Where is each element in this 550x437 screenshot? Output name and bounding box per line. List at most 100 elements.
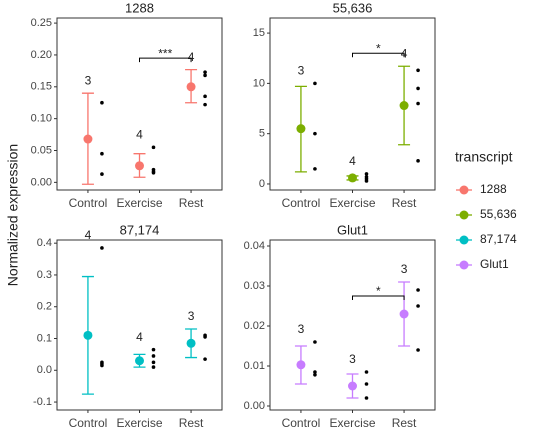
y-tick-label: 0.00 bbox=[31, 176, 52, 188]
y-tick-label: 15 bbox=[253, 27, 265, 39]
legend-title: transcript bbox=[455, 149, 513, 165]
data-point bbox=[313, 373, 317, 377]
data-point bbox=[100, 100, 104, 105]
x-tick-label: Rest bbox=[392, 416, 417, 430]
data-point bbox=[364, 370, 369, 374]
mean-dot bbox=[296, 124, 306, 134]
data-point bbox=[203, 70, 207, 74]
y-tick-label: 0.20 bbox=[31, 49, 52, 61]
x-tick-label: Rest bbox=[179, 416, 204, 430]
n-label: 3 bbox=[298, 322, 305, 336]
panel-title: Glut1 bbox=[337, 222, 368, 237]
legend-swatch bbox=[459, 185, 469, 195]
mean-dot bbox=[186, 338, 196, 348]
data-point bbox=[313, 131, 317, 136]
data-point bbox=[151, 347, 156, 352]
n-label: 3 bbox=[298, 64, 305, 78]
data-point bbox=[416, 159, 420, 163]
y-tick-label: 0.4 bbox=[37, 237, 52, 249]
data-point bbox=[100, 151, 104, 156]
y-tick-label: 0.10 bbox=[31, 113, 52, 125]
significance-bracket bbox=[139, 57, 192, 63]
mean-dot bbox=[399, 101, 409, 111]
legend-label: 87,174 bbox=[480, 232, 517, 246]
y-tick-label: 0.25 bbox=[31, 17, 52, 29]
data-point bbox=[416, 86, 420, 91]
y-tick-label: 0.2 bbox=[37, 301, 52, 313]
y-tick-label: 0.0 bbox=[37, 364, 52, 376]
x-tick-label: Control bbox=[69, 416, 108, 430]
y-tick-label: 0 bbox=[259, 178, 265, 190]
panel-title: 1288 bbox=[125, 0, 154, 15]
mean-dot bbox=[348, 173, 357, 183]
n-label: 3 bbox=[349, 352, 356, 366]
data-point bbox=[416, 101, 420, 106]
x-tick-label: Exercise bbox=[116, 416, 162, 430]
y-tick-label: 0.15 bbox=[31, 81, 52, 93]
data-point bbox=[151, 171, 156, 175]
y-tick-label: 0.02 bbox=[244, 320, 265, 332]
significance-label: *** bbox=[158, 46, 172, 60]
legend-swatch bbox=[459, 210, 469, 220]
panel-title: 87,174 bbox=[120, 222, 160, 237]
n-label: 3 bbox=[401, 262, 408, 276]
data-point bbox=[203, 335, 207, 339]
x-tick-label: Control bbox=[69, 196, 108, 210]
significance-label: * bbox=[376, 41, 381, 55]
legend-label: Glut1 bbox=[480, 257, 509, 271]
data-point bbox=[151, 354, 156, 358]
data-point bbox=[203, 73, 207, 78]
data-point bbox=[313, 340, 317, 344]
n-label: 4 bbox=[85, 228, 92, 242]
data-point bbox=[364, 179, 369, 183]
n-label: 4 bbox=[136, 330, 143, 344]
n-label: 4 bbox=[188, 50, 195, 64]
y-tick-label: 0.05 bbox=[31, 144, 52, 156]
x-tick-label: Control bbox=[282, 196, 321, 210]
data-point bbox=[313, 370, 317, 374]
y-tick-label: 0.1 bbox=[37, 332, 52, 344]
x-tick-label: Rest bbox=[392, 196, 417, 210]
significance-bracket bbox=[352, 52, 405, 58]
data-point bbox=[203, 357, 207, 361]
mean-dot bbox=[135, 161, 144, 171]
mean-dot bbox=[296, 360, 306, 370]
x-tick-label: Exercise bbox=[329, 196, 375, 210]
y-tick-label: 0.04 bbox=[244, 240, 265, 252]
data-point bbox=[100, 363, 104, 368]
data-point bbox=[151, 360, 156, 365]
n-label: 3 bbox=[188, 309, 195, 323]
data-point bbox=[151, 365, 156, 369]
x-tick-label: Control bbox=[282, 416, 321, 430]
data-point bbox=[364, 396, 369, 400]
y-tick-label: 10 bbox=[253, 77, 265, 89]
data-point bbox=[203, 102, 207, 107]
data-point bbox=[100, 172, 104, 176]
data-point bbox=[203, 94, 207, 99]
x-tick-label: Exercise bbox=[329, 416, 375, 430]
data-point bbox=[416, 68, 420, 73]
legend-swatch bbox=[459, 235, 469, 245]
y-tick-label: 0.03 bbox=[244, 280, 265, 292]
y-axis-label: Normalized expression bbox=[5, 144, 21, 286]
data-point bbox=[100, 246, 104, 250]
data-point bbox=[416, 288, 420, 292]
panel-title: 55,636 bbox=[333, 0, 373, 15]
legend-label: 1288 bbox=[480, 182, 507, 196]
data-point bbox=[313, 81, 317, 86]
x-tick-label: Exercise bbox=[116, 196, 162, 210]
mean-dot bbox=[83, 330, 93, 340]
y-tick-label: -0.1 bbox=[33, 396, 52, 408]
y-tick-label: 0.3 bbox=[37, 269, 52, 281]
significance-bracket bbox=[352, 295, 405, 300]
data-point bbox=[313, 167, 317, 171]
legend-label: 55,636 bbox=[480, 207, 517, 221]
mean-dot bbox=[135, 356, 144, 366]
mean-dot bbox=[186, 82, 196, 92]
y-tick-label: 5 bbox=[259, 128, 265, 140]
significance-label: * bbox=[376, 284, 381, 298]
data-point bbox=[364, 382, 369, 386]
n-label: 3 bbox=[85, 73, 92, 87]
data-point bbox=[416, 304, 420, 308]
mean-dot bbox=[83, 134, 93, 144]
